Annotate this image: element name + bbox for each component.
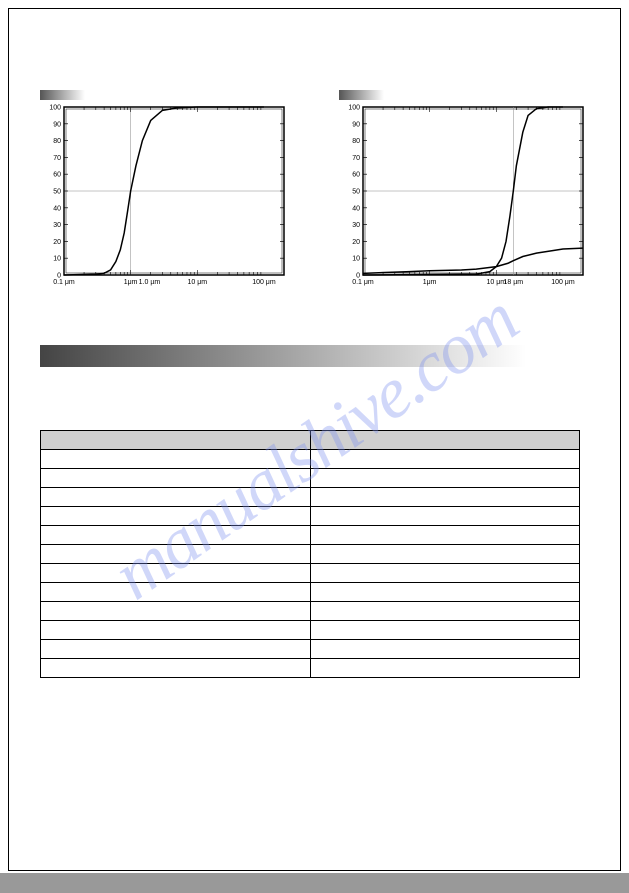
svg-text:40: 40	[53, 205, 61, 212]
svg-text:100 μm: 100 μm	[252, 279, 276, 286]
svg-text:50: 50	[352, 189, 360, 196]
chart-right: 01020304050607080901000.1 μm1μm10 μm18 µ…	[339, 103, 589, 293]
table-cell	[310, 621, 580, 640]
svg-text:20: 20	[53, 239, 61, 246]
table-cell	[310, 583, 580, 602]
svg-text:10 μm: 10 μm	[187, 279, 207, 286]
table-row	[41, 602, 580, 621]
chart-left-block: 01020304050607080901000.1 μm1μm10 μm100 …	[40, 90, 290, 293]
svg-text:30: 30	[53, 222, 61, 229]
svg-text:70: 70	[53, 155, 61, 162]
svg-text:20: 20	[352, 239, 360, 246]
svg-text:1.0 µm: 1.0 µm	[139, 279, 161, 286]
table-row	[41, 526, 580, 545]
chart-left: 01020304050607080901000.1 μm1μm10 μm100 …	[40, 103, 290, 293]
svg-text:0.1 μm: 0.1 μm	[53, 279, 75, 286]
svg-text:50: 50	[53, 189, 61, 196]
chart-left-header	[40, 90, 85, 100]
svg-text:0.1 μm: 0.1 μm	[352, 279, 374, 286]
footer-bar	[0, 873, 629, 893]
table-cell	[41, 659, 311, 678]
table-row	[41, 564, 580, 583]
section-divider-bar	[40, 345, 580, 367]
table-cell	[310, 545, 580, 564]
table-cell	[41, 564, 311, 583]
table-header-row	[41, 431, 580, 450]
svg-text:60: 60	[352, 172, 360, 179]
svg-text:40: 40	[352, 205, 360, 212]
table-cell	[41, 602, 311, 621]
table-row	[41, 469, 580, 488]
table-row	[41, 659, 580, 678]
table-cell	[310, 488, 580, 507]
table-cell	[310, 659, 580, 678]
table-row	[41, 640, 580, 659]
table-row	[41, 621, 580, 640]
table-cell	[41, 488, 311, 507]
table-row	[41, 545, 580, 564]
table-row	[41, 583, 580, 602]
svg-text:80: 80	[352, 138, 360, 145]
svg-text:18 µm: 18 µm	[503, 279, 523, 286]
svg-text:1μm: 1μm	[124, 279, 138, 286]
svg-text:90: 90	[53, 121, 61, 128]
table-cell	[310, 507, 580, 526]
table-cell	[41, 526, 311, 545]
svg-text:100: 100	[49, 105, 61, 112]
table-row	[41, 488, 580, 507]
svg-text:90: 90	[352, 121, 360, 128]
svg-text:100: 100	[348, 105, 360, 112]
table-header-left	[41, 431, 311, 450]
chart-right-block: 01020304050607080901000.1 μm1μm10 μm18 µ…	[339, 90, 589, 293]
svg-text:80: 80	[53, 138, 61, 145]
table-cell	[41, 583, 311, 602]
table-cell	[41, 469, 311, 488]
spec-table	[40, 430, 580, 678]
chart-right-header	[339, 90, 384, 100]
table-cell	[310, 526, 580, 545]
table-cell	[310, 640, 580, 659]
table-cell	[310, 602, 580, 621]
svg-text:70: 70	[352, 155, 360, 162]
table-cell	[310, 450, 580, 469]
svg-text:10: 10	[352, 256, 360, 263]
table-row	[41, 507, 580, 526]
svg-text:1μm: 1μm	[423, 279, 437, 286]
charts-row: 01020304050607080901000.1 μm1μm10 μm100 …	[40, 90, 589, 293]
table-cell	[310, 564, 580, 583]
table-cell	[41, 640, 311, 659]
svg-text:10: 10	[53, 256, 61, 263]
table-cell	[41, 450, 311, 469]
table-cell	[41, 545, 311, 564]
table-cell	[41, 621, 311, 640]
svg-text:30: 30	[352, 222, 360, 229]
svg-text:60: 60	[53, 172, 61, 179]
table-cell	[310, 469, 580, 488]
table-header-right	[310, 431, 580, 450]
svg-text:100 μm: 100 μm	[551, 279, 575, 286]
table-cell	[41, 507, 311, 526]
table-row	[41, 450, 580, 469]
